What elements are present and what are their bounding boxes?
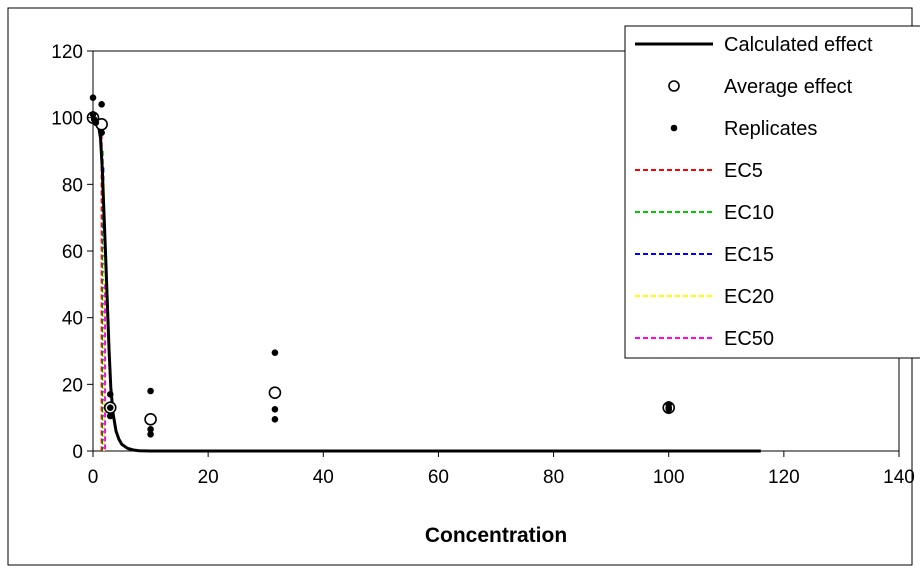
legend-label: EC50 [724,328,774,350]
replicate-point [147,431,154,438]
legend-swatch-dot [670,124,678,132]
replicate-point [147,426,154,433]
replicate-point [147,387,154,395]
replicate-point [271,416,279,423]
legend-label: EC15 [724,244,774,266]
replicate-point [89,94,97,101]
legend-swatch-open-circle [668,80,680,92]
x-tick-label: 80 [543,467,564,488]
x-tick-label: 20 [198,467,219,488]
replicate-point [89,111,97,118]
replicate-point [106,404,114,411]
y-tick-label: 0 [72,442,83,463]
y-tick-label: 100 [51,109,83,130]
replicate-point [106,391,114,398]
y-tick-label: 40 [62,309,83,330]
legend: Calculated effect Average effect Replicate… [624,25,920,359]
x-axis-title: Concentration [425,524,567,547]
average-effect-point [268,386,282,399]
replicate-point [98,101,105,108]
replicate-point [92,119,100,126]
replicate-point [271,406,279,413]
x-tick-label: 140 [883,467,915,488]
replicate-point [665,406,673,413]
calculated-effect-line [92,116,761,453]
legend-label: EC10 [724,202,774,224]
y-tick-label: 120 [51,42,83,63]
replicate-point [106,412,114,420]
legend-label: EC5 [724,160,763,182]
replicate-point [271,349,279,356]
legend-label: EC20 [724,286,774,308]
x-tick-label: 0 [88,467,99,488]
y-tick-label: 60 [62,242,83,263]
x-tick-label: 40 [313,467,334,488]
y-tick-label: 80 [62,175,83,196]
y-tick-label: 20 [62,375,83,396]
replicate-point [98,129,105,136]
average-effect-point [144,413,157,426]
x-tick-label: 60 [428,467,449,488]
legend-label: Calculated effect [724,34,873,56]
legend-label: Replicates [724,118,817,140]
x-tick-label: 120 [768,467,800,488]
legend-label: Average effect [724,76,853,98]
axis-layer: 0 20 40 60 80 100 120 0 20 40 60 80 100 120 140 [51,42,915,488]
x-tick-label: 100 [653,467,685,488]
